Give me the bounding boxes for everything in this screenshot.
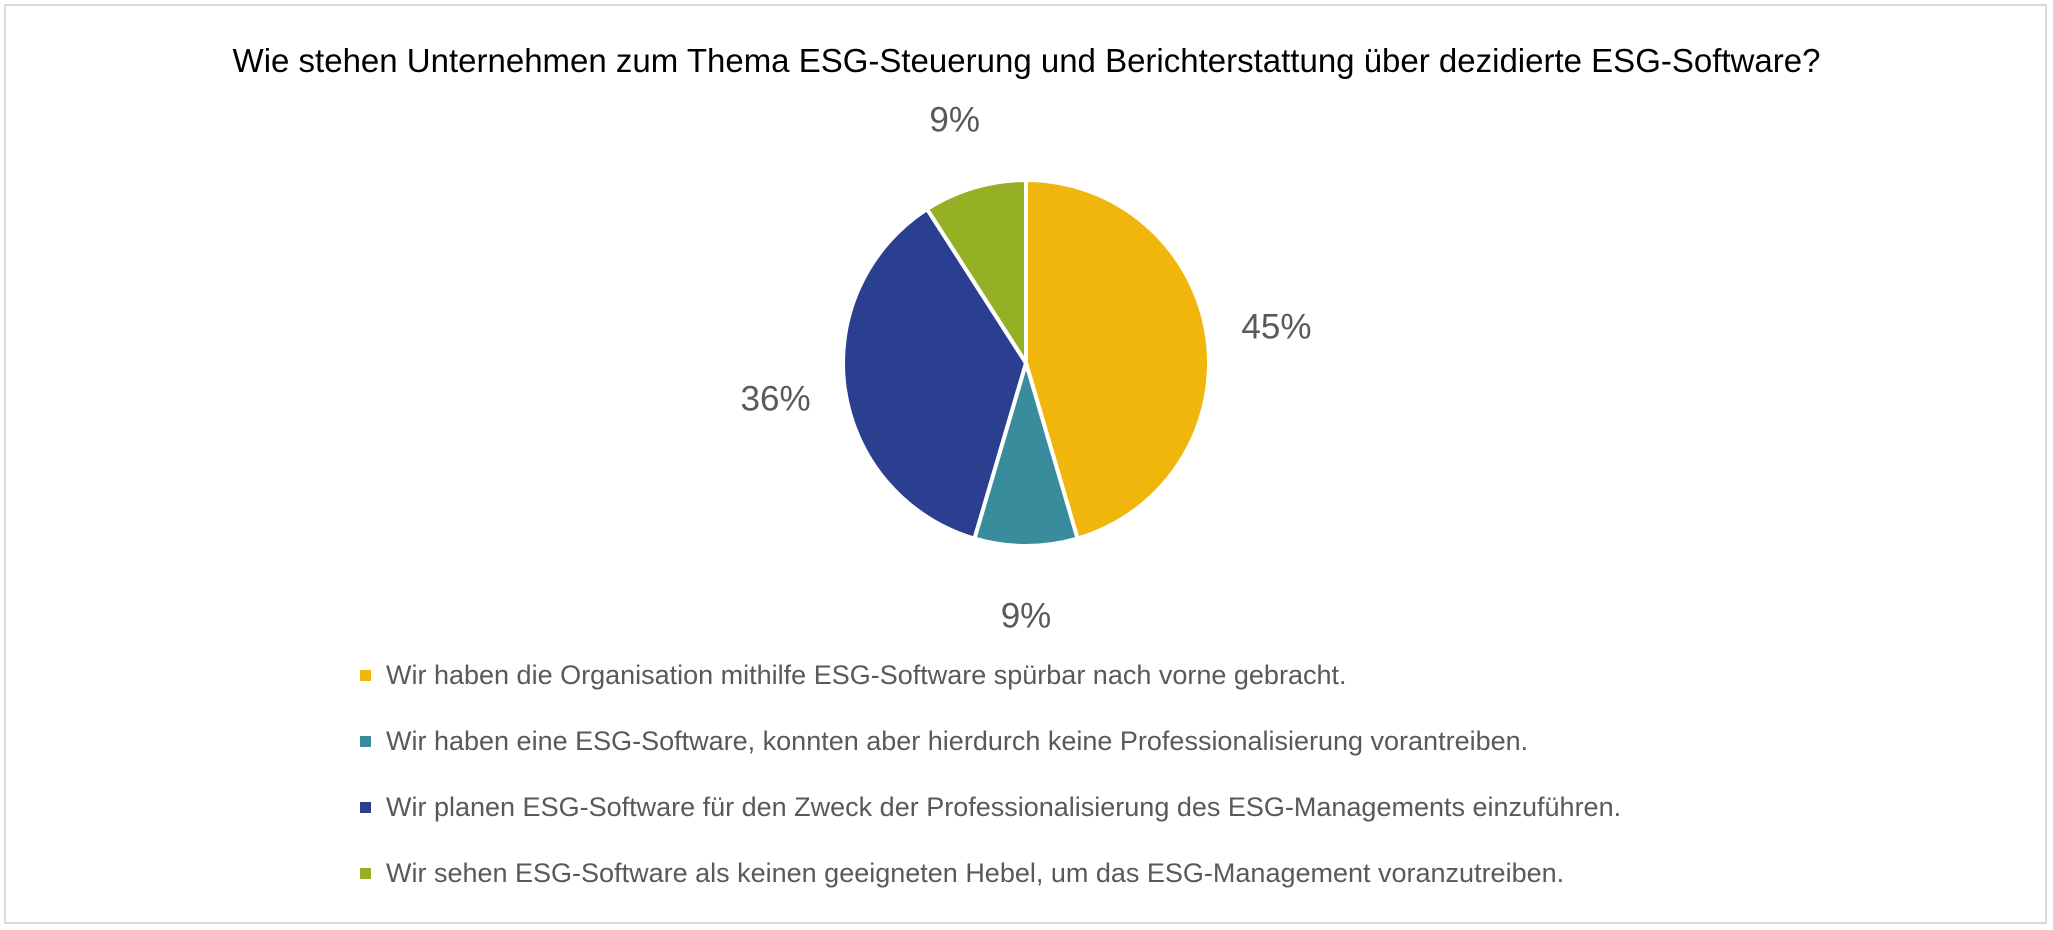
legend-label: Wir haben eine ESG-Software, konnten abe…	[386, 725, 1529, 756]
chart-legend: Wir haben die Organisation mithilfe ESG-…	[360, 642, 1860, 906]
data-label: 45%	[1241, 307, 1311, 346]
legend-swatch	[360, 735, 371, 747]
chart-title: Wie stehen Unternehmen zum Thema ESG-Ste…	[232, 42, 1821, 79]
data-label: 9%	[929, 101, 980, 140]
legend-swatch	[360, 801, 371, 813]
legend-label: Wir haben die Organisation mithilfe ESG-…	[386, 659, 1347, 690]
legend-item: Wir sehen ESG-Software als keinen geeign…	[360, 840, 1860, 906]
legend-label: Wir sehen ESG-Software als keinen geeign…	[386, 857, 1565, 888]
pie-slice	[841, 207, 1028, 541]
legend-item: Wir planen ESG-Software für den Zweck de…	[360, 774, 1860, 840]
data-label: 9%	[1001, 597, 1052, 636]
legend-label: Wir planen ESG-Software für den Zweck de…	[386, 791, 1622, 822]
legend-swatch	[360, 669, 371, 681]
legend-item: Wir haben die Organisation mithilfe ESG-…	[360, 642, 1860, 708]
pie-slice	[1024, 178, 1211, 541]
pie-slice	[925, 178, 1028, 365]
legend-item: Wir haben eine ESG-Software, konnten abe…	[360, 708, 1860, 774]
pie-slice	[972, 361, 1080, 548]
legend-swatch	[360, 867, 371, 879]
data-label: 36%	[741, 380, 811, 419]
